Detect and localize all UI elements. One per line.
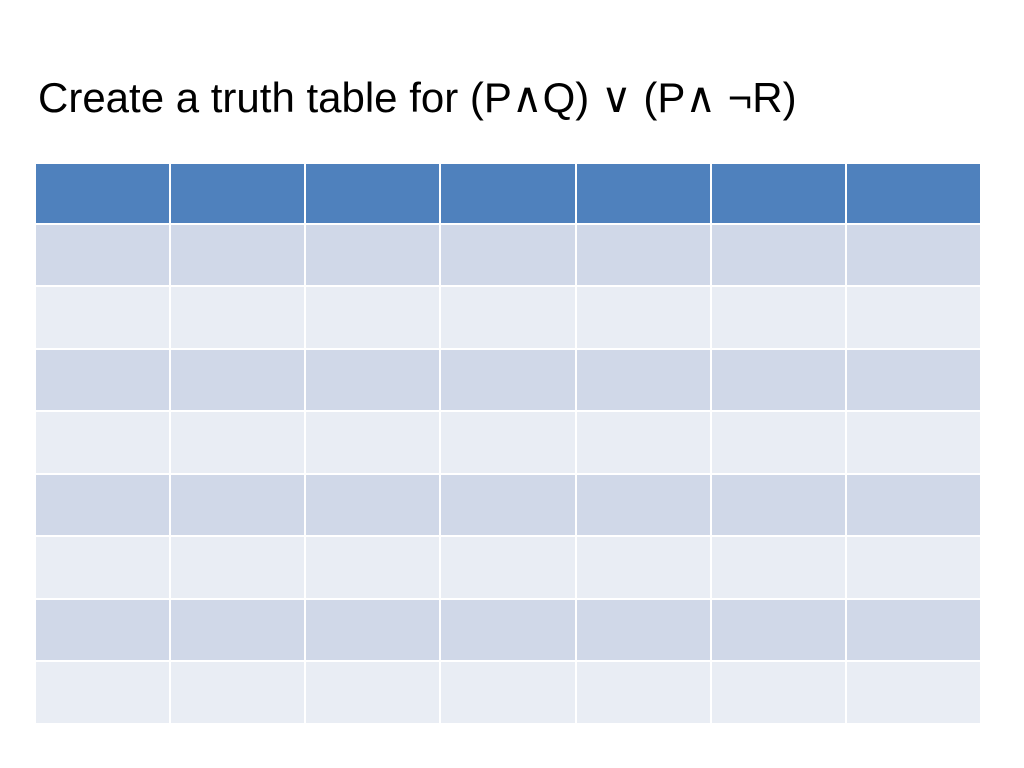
table-cell [709, 660, 847, 725]
table-cell [169, 347, 307, 413]
table-cell [574, 472, 712, 538]
table-row [33, 285, 983, 350]
header-cell [709, 162, 847, 225]
table-cell [304, 347, 442, 413]
table-cell [574, 410, 712, 475]
table-cell [439, 285, 577, 350]
table-cell [169, 660, 307, 725]
table-cell [169, 222, 307, 288]
table-cell [574, 597, 712, 663]
table-cell [574, 535, 712, 600]
table-row [33, 597, 983, 663]
table-cell [169, 597, 307, 663]
table-cell [169, 535, 307, 600]
header-cell [304, 162, 442, 225]
table-cell [304, 410, 442, 475]
table-cell [844, 472, 983, 538]
truth-table [33, 162, 983, 725]
table-cell [33, 222, 172, 288]
table-cell [439, 347, 577, 413]
header-row [33, 162, 983, 225]
table-cell [574, 660, 712, 725]
table-cell [33, 410, 172, 475]
table-row [33, 472, 983, 538]
table-cell [439, 472, 577, 538]
table-cell [709, 410, 847, 475]
table-cell [439, 535, 577, 600]
table-cell [844, 285, 983, 350]
table-cell [574, 347, 712, 413]
table-row [33, 222, 983, 288]
table-cell [439, 597, 577, 663]
table-cell [709, 222, 847, 288]
slide-title: Create a truth table for (P∧Q) ∨ (P∧ ¬R) [38, 74, 797, 121]
table-cell [33, 660, 172, 725]
table-row [33, 660, 983, 725]
table-cell [33, 597, 172, 663]
header-cell [844, 162, 983, 225]
table-cell [709, 597, 847, 663]
table-cell [304, 535, 442, 600]
table-cell [844, 660, 983, 725]
table-cell [574, 285, 712, 350]
table-row [33, 410, 983, 475]
table-cell [709, 347, 847, 413]
header-cell [574, 162, 712, 225]
table-cell [709, 535, 847, 600]
table-cell [304, 285, 442, 350]
table-row [33, 535, 983, 600]
table-cell [304, 222, 442, 288]
table-cell [33, 472, 172, 538]
table-cell [844, 347, 983, 413]
table-cell [844, 222, 983, 288]
header-cell [439, 162, 577, 225]
table-cell [304, 597, 442, 663]
table-cell [169, 472, 307, 538]
header-cell [169, 162, 307, 225]
table-cell [844, 597, 983, 663]
table-cell [439, 660, 577, 725]
table-cell [574, 222, 712, 288]
table-cell [304, 660, 442, 725]
table-cell [844, 410, 983, 475]
table-row [33, 347, 983, 413]
table-cell [709, 285, 847, 350]
table-cell [169, 410, 307, 475]
table-cell [709, 472, 847, 538]
table-cell [33, 285, 172, 350]
table-cell [439, 222, 577, 288]
table-cell [33, 535, 172, 600]
table-cell [33, 347, 172, 413]
table-cell [844, 535, 983, 600]
header-cell [33, 162, 172, 225]
table-cell [439, 410, 577, 475]
table-cell [169, 285, 307, 350]
table-cell [304, 472, 442, 538]
